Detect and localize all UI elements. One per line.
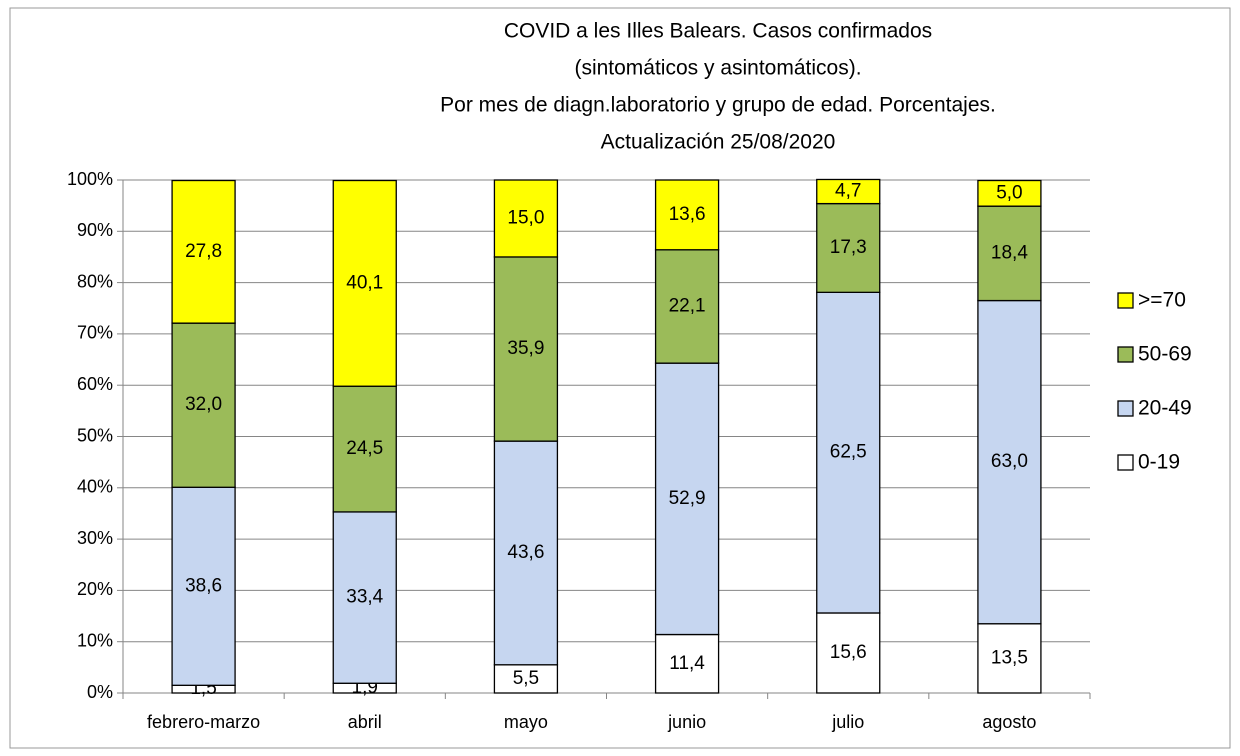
data-label: 11,4	[669, 653, 705, 674]
data-label: 22,1	[669, 295, 706, 316]
data-label: 40,1	[346, 272, 383, 293]
data-label: 5,5	[513, 668, 539, 689]
data-label: 32,0	[185, 394, 222, 415]
bar-segment	[493, 179, 559, 258]
data-label: 52,9	[669, 488, 706, 509]
data-label: 35,9	[507, 338, 544, 359]
y-tick-label: 10%	[77, 630, 113, 650]
x-tick-label: abril	[348, 712, 382, 732]
data-label: 17,3	[830, 237, 867, 258]
bar-segment	[332, 385, 397, 513]
bar-segment	[816, 178, 881, 205]
data-label: 15,0	[507, 207, 544, 228]
data-label: 63,0	[991, 451, 1028, 472]
bar-segment	[493, 440, 559, 666]
data-label: 5,0	[996, 182, 1022, 203]
bar-segment	[977, 299, 1042, 625]
data-label: 33,4	[346, 587, 383, 608]
bar-segment	[332, 179, 397, 387]
x-tick-label: agosto	[982, 712, 1036, 732]
bar-segment	[332, 511, 397, 684]
bar-segment	[654, 249, 720, 364]
data-label: 4,7	[835, 181, 861, 202]
legend-label: 0-19	[1138, 451, 1180, 474]
y-tick-label: 90%	[77, 220, 113, 240]
data-label: 13,5	[991, 647, 1028, 668]
bar-segment	[977, 179, 1042, 207]
data-label: 43,6	[507, 542, 544, 563]
bar-segment	[654, 633, 720, 694]
y-tick-label: 40%	[77, 477, 113, 497]
legend-swatch	[1117, 454, 1134, 471]
bar-segment	[977, 623, 1042, 694]
y-tick-label: 60%	[77, 374, 113, 394]
bar-segment	[171, 486, 236, 686]
chart-title: (sintomáticos y asintomáticos).	[574, 57, 861, 80]
y-tick-label: 30%	[77, 528, 113, 548]
y-tick-label: 70%	[77, 323, 113, 343]
x-tick-label: julio	[831, 712, 864, 732]
chart-title: COVID a les Illes Balears. Casos confirm…	[504, 20, 932, 43]
data-label: 18,4	[991, 242, 1028, 263]
bar-segment	[816, 202, 881, 293]
y-tick-label: 50%	[77, 425, 113, 445]
bar-segment	[816, 612, 881, 694]
legend-label: 20-49	[1138, 397, 1192, 420]
bar-segment	[654, 179, 720, 251]
y-tick-label: 0%	[87, 682, 113, 702]
data-label: 27,8	[185, 241, 222, 262]
y-tick-label: 80%	[77, 271, 113, 291]
bar-segment	[493, 256, 559, 442]
x-tick-label: febrero-marzo	[147, 712, 260, 732]
x-tick-label: junio	[667, 712, 706, 732]
legend-swatch	[1117, 400, 1134, 417]
chart-title: Por mes de diagn.laboratorio y grupo de …	[440, 94, 996, 117]
data-label: 15,6	[830, 642, 867, 663]
data-label: 62,5	[830, 442, 867, 463]
chart-title: Actualización 25/08/2020	[601, 131, 836, 154]
x-tick-label: mayo	[504, 712, 548, 732]
bar-segment	[171, 179, 236, 324]
y-tick-label: 20%	[77, 579, 113, 599]
bar-segment	[816, 291, 881, 614]
legend-swatch	[1117, 292, 1134, 309]
data-label: 24,5	[346, 438, 383, 459]
legend-swatch	[1117, 346, 1134, 363]
data-label: 38,6	[185, 575, 222, 596]
data-label: 13,6	[669, 204, 706, 225]
legend-label: 50-69	[1138, 343, 1192, 366]
legend-label: >=70	[1138, 289, 1186, 312]
bar-segment	[493, 664, 559, 694]
y-tick-label: 100%	[67, 169, 113, 189]
